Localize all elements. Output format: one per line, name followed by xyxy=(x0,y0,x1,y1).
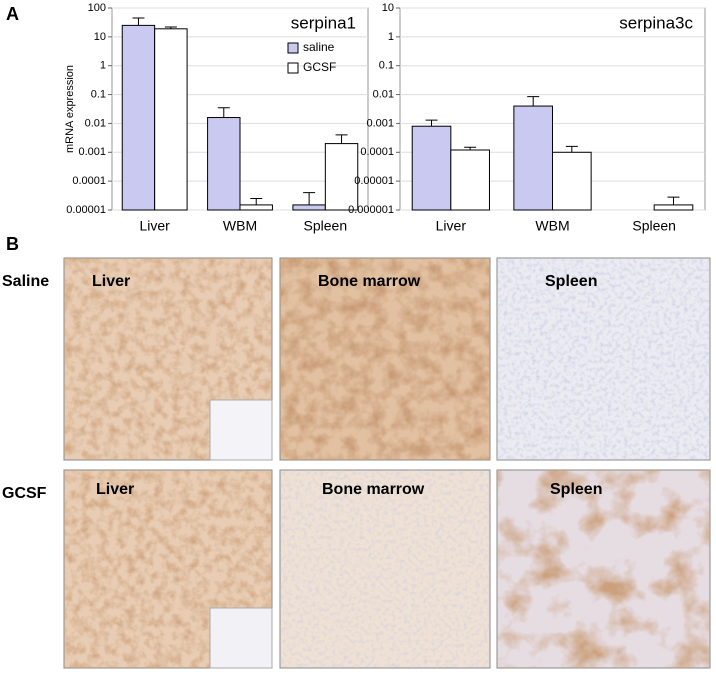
legend-swatch xyxy=(287,62,299,74)
y-tick-label: 0.1 xyxy=(379,60,394,72)
y-tick-label: 0.01 xyxy=(373,88,394,100)
bar xyxy=(324,143,359,211)
bar xyxy=(121,24,156,211)
x-tick-label: Liver xyxy=(139,218,170,234)
image-label: Spleen xyxy=(545,273,597,290)
chart-title: serpina3c xyxy=(619,13,693,32)
image-label: Liver xyxy=(92,273,130,290)
image-texture xyxy=(497,258,710,460)
bar xyxy=(552,151,592,211)
error-bar xyxy=(250,198,263,205)
image-label: Liver xyxy=(96,481,134,498)
error-bar xyxy=(303,192,316,205)
image-texture xyxy=(280,258,490,460)
y-tick-label: 0.001 xyxy=(366,117,394,129)
error-bar xyxy=(565,145,578,153)
bar xyxy=(450,149,490,211)
error-bar xyxy=(667,196,680,205)
inset xyxy=(209,607,273,669)
micrographs xyxy=(63,257,711,669)
chart-title: serpina1 xyxy=(291,13,356,32)
row-label: Saline xyxy=(2,273,49,290)
bar xyxy=(207,117,241,211)
y-tick-label: 0.00001 xyxy=(66,204,106,216)
row-label: GCSF xyxy=(2,485,47,502)
image-texture xyxy=(497,470,710,668)
y-tick-label: 10 xyxy=(382,2,394,14)
error-bar xyxy=(527,96,540,107)
y-tick-label: 0.01 xyxy=(85,117,106,129)
error-bar xyxy=(132,17,145,26)
inset xyxy=(209,399,273,461)
y-tick-label: 0.001 xyxy=(78,146,106,158)
bar xyxy=(154,28,188,211)
legend-label: saline xyxy=(303,40,335,54)
y-tick-label: 100 xyxy=(88,2,106,14)
x-tick-label: Liver xyxy=(436,218,467,234)
error-bar xyxy=(464,146,477,151)
error-bar xyxy=(335,134,348,144)
y-tick-label: 10 xyxy=(94,31,106,43)
y-tick-label: 0.0001 xyxy=(72,175,106,187)
y-tick-label: 0.000001 xyxy=(348,204,394,216)
x-tick-label: Spleen xyxy=(632,218,676,234)
y-tick-label: 1 xyxy=(100,60,106,72)
y-tick-label: 0.1 xyxy=(91,88,106,100)
panel-label: B xyxy=(6,234,19,254)
y-axis-label: mRNA expression xyxy=(64,65,76,153)
y-tick-label: 1 xyxy=(388,31,394,43)
image-label: Spleen xyxy=(550,481,602,498)
bar xyxy=(411,125,452,211)
x-tick-label: WBM xyxy=(223,218,257,234)
panel-label: A xyxy=(6,4,19,24)
image-label: Bone marrow xyxy=(322,481,425,498)
y-tick-label: 0.0001 xyxy=(360,146,394,158)
bar xyxy=(653,204,694,211)
bar xyxy=(513,105,553,211)
legend-swatch xyxy=(287,42,299,54)
x-tick-label: WBM xyxy=(535,218,569,234)
error-bar xyxy=(164,26,177,29)
y-tick-label: 0.00001 xyxy=(354,175,394,187)
image-label: Bone marrow xyxy=(318,273,421,290)
image-texture xyxy=(280,470,490,668)
x-tick-label: Spleen xyxy=(304,218,348,234)
error-bar xyxy=(425,119,438,127)
error-bar xyxy=(217,107,230,118)
bar xyxy=(292,204,326,211)
bar xyxy=(239,204,273,211)
legend-label: GCSF xyxy=(303,60,336,74)
